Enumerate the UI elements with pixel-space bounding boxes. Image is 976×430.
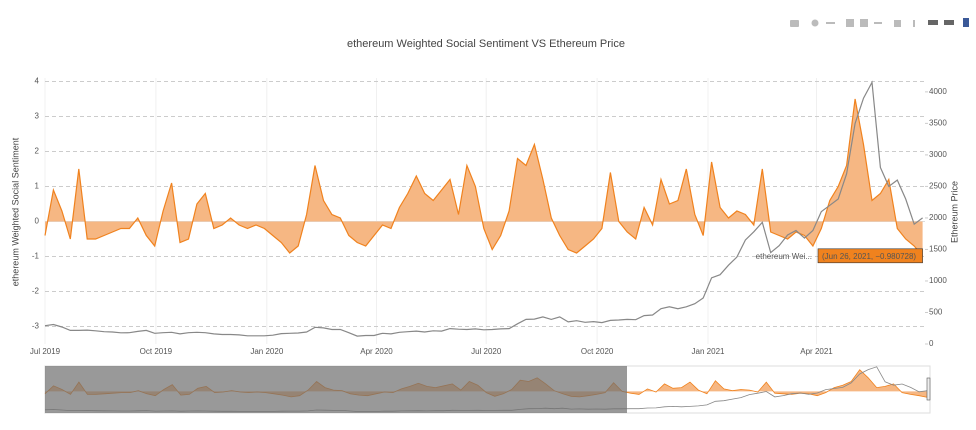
y2-tick-label: 1500 — [929, 245, 947, 254]
y2-tick-label: 2000 — [929, 213, 947, 222]
x-tick-label: Oct 2019 — [140, 347, 173, 356]
y-tick-label: 2 — [35, 147, 40, 156]
y-tick-label: 0 — [35, 217, 40, 226]
y2-tick-label: 2500 — [929, 182, 947, 191]
y2-axis-title: Ethereum Price — [949, 181, 959, 243]
y2-tick-label: 4000 — [929, 87, 947, 96]
y-axis-title: ethereum Weighted Social Sentiment — [10, 137, 20, 286]
y-tick-label: 4 — [35, 77, 40, 86]
y2-tick-label: 500 — [929, 308, 943, 317]
y2-tick-label: 1000 — [929, 276, 947, 285]
y-tick-label: -2 — [32, 287, 40, 296]
x-tick-label: Apr 2021 — [800, 347, 833, 356]
area-fill — [45, 99, 923, 256]
series-line — [44, 98, 924, 257]
y2-tick-label: 3500 — [929, 118, 947, 127]
hover-box — [817, 248, 923, 264]
hover-text: (Jun 26, 2021, −0.980728) — [822, 252, 916, 261]
range-mask — [45, 366, 627, 413]
chart-title: ethereum Weighted Social Sentiment VS Et… — [347, 38, 625, 50]
y2-tick-label: 0 — [929, 339, 934, 348]
range-handle — [926, 377, 931, 401]
x-tick-label: Jan 2021 — [692, 347, 725, 356]
x-tick-label: Oct 2020 — [581, 347, 614, 356]
x-tick-label: Jul 2019 — [30, 347, 61, 356]
hover-series-name: ethereum Wei... — [756, 252, 812, 261]
y-tick-label: -3 — [32, 322, 40, 331]
x-tick-label: Apr 2020 — [360, 347, 393, 356]
y-tick-label: 3 — [35, 112, 40, 121]
y2-tick-label: 3000 — [929, 150, 947, 159]
y-tick-label: -1 — [32, 252, 40, 261]
x-tick-label: Jul 2020 — [471, 347, 502, 356]
toolbar[interactable] — [790, 18, 969, 27]
y-tick-label: 1 — [35, 182, 40, 191]
x-tick-label: Jan 2020 — [250, 347, 283, 356]
series-line — [44, 80, 923, 337]
